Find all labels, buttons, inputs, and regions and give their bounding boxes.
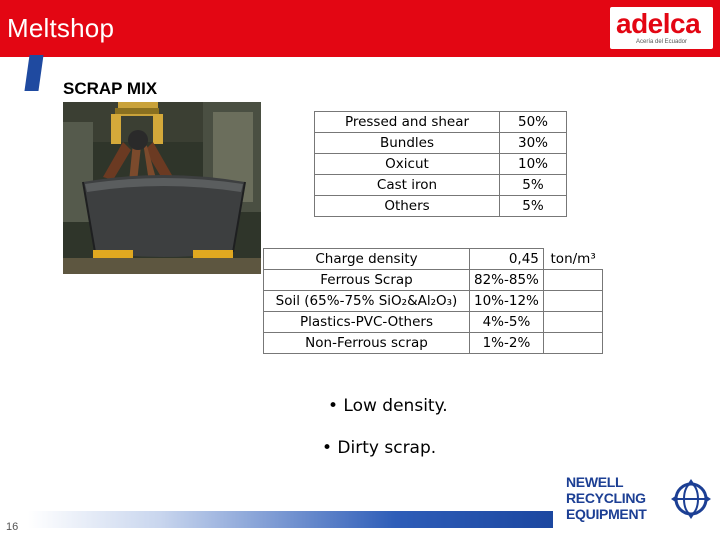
table-row: Pressed and shear 50% (314, 111, 567, 133)
table-row: Bundles 30% (314, 132, 567, 154)
charge-label: Ferrous Scrap (263, 269, 470, 291)
table-row: Others 5% (314, 195, 567, 217)
newell-logo-text: NEWELL RECYCLING EQUIPMENT (566, 474, 647, 522)
accent-bar (24, 55, 44, 91)
mix-value: 50% (499, 111, 567, 133)
adelca-logo: adelca Acería del Ecuador (610, 7, 713, 49)
mix-value: 30% (499, 132, 567, 154)
charge-unit (542, 332, 603, 354)
bullet-dirty-scrap: • Dirty scrap. (322, 438, 437, 458)
page-number: 16 (6, 521, 19, 533)
scrap-bucket-photo (63, 102, 261, 274)
charge-value: 4%-5% (469, 311, 544, 333)
charge-label: Soil (65%-75% SiO₂&Al₂O₃) (263, 290, 470, 312)
table-row: Ferrous Scrap 82%-85% (263, 269, 603, 291)
slide-title: SCRAP MIX (63, 79, 158, 98)
charge-composition-table: Charge density 0,45 ton/m³ Ferrous Scrap… (263, 248, 603, 354)
footer-bar (28, 511, 553, 528)
mix-label: Pressed and shear (314, 111, 500, 133)
header-bar: Meltshop adelca Acería del Ecuador (0, 0, 720, 57)
charge-unit (542, 290, 603, 312)
mix-label: Bundles (314, 132, 500, 154)
logo-wordmark: adelca (616, 8, 701, 39)
table-row: Non-Ferrous scrap 1%-2% (263, 332, 603, 354)
newell-line: RECYCLING (566, 490, 646, 506)
logo-tagline: Acería del Ecuador (635, 39, 688, 45)
table-row: Oxicut 10% (314, 153, 567, 175)
recycling-globe-icon (671, 479, 711, 519)
table-row: Charge density 0,45 ton/m³ (263, 248, 603, 270)
mix-label: Cast iron (314, 174, 500, 196)
charge-unit (542, 269, 603, 291)
mix-value: 5% (499, 195, 567, 217)
charge-unit (542, 311, 603, 333)
table-row: Cast iron 5% (314, 174, 567, 196)
photo-illustration (63, 102, 261, 274)
charge-value: 82%-85% (469, 269, 544, 291)
charge-unit: ton/m³ (550, 250, 596, 267)
mix-label: Oxicut (314, 153, 500, 175)
scrap-mix-table: Pressed and shear 50% Bundles 30% Oxicut… (314, 111, 567, 217)
charge-label: Non-Ferrous scrap (263, 332, 470, 354)
mix-value: 10% (499, 153, 567, 175)
charge-label: Charge density (263, 248, 470, 270)
table-row: Soil (65%-75% SiO₂&Al₂O₃) 10%-12% (263, 290, 603, 312)
mix-value: 5% (499, 174, 567, 196)
header-title: Meltshop (7, 13, 115, 43)
newell-line: NEWELL (566, 474, 624, 490)
charge-label: Plastics-PVC-Others (263, 311, 470, 333)
bullet-low-density: • Low density. (328, 396, 448, 416)
mix-label: Others (314, 195, 500, 217)
table-row: Plastics-PVC-Others 4%-5% (263, 311, 603, 333)
charge-value: 1%-2% (469, 332, 544, 354)
charge-value: 0,45 (469, 248, 544, 270)
charge-value: 10%-12% (469, 290, 544, 312)
newell-line: EQUIPMENT (566, 506, 647, 522)
